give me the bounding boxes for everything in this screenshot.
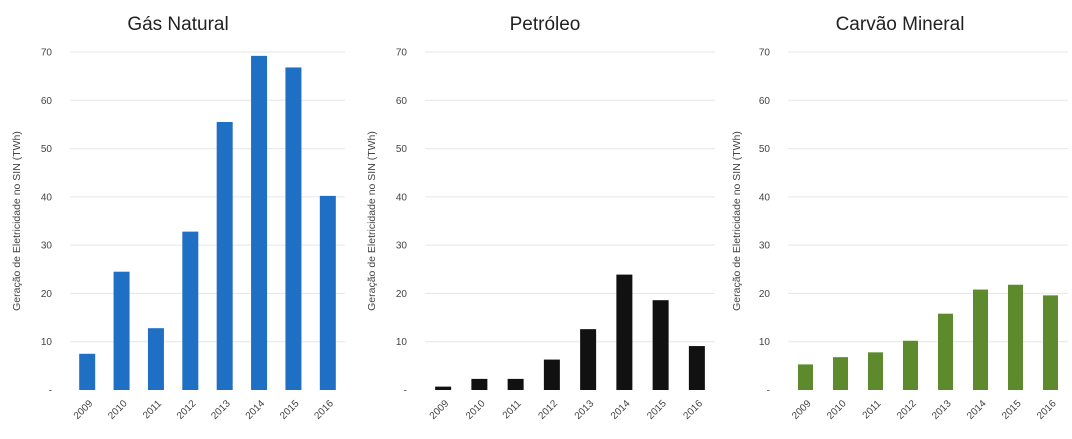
bar-chart-gas-natural: - 10 20 30 40 50 60 70 Geração de Eletricidade n… bbox=[11, 48, 345, 422]
x-tick-label: 2011 bbox=[141, 398, 164, 421]
y-tick-label: - bbox=[49, 386, 52, 397]
bar-2011 bbox=[147, 328, 164, 390]
bar-2010 bbox=[833, 357, 848, 390]
bar-2015 bbox=[652, 300, 669, 390]
bar-2009 bbox=[798, 364, 813, 390]
y-axis-label: Geração de Eletricidade no SIN (TWh) bbox=[731, 131, 743, 311]
y-tick-label: 10 bbox=[41, 337, 53, 348]
x-tick-label: 2015 bbox=[1000, 398, 1024, 422]
x-tick-label: 2010 bbox=[106, 398, 130, 422]
bar-2009 bbox=[435, 386, 452, 390]
chart-panel-carvao-mineral: Carvão Mineral - 10 20 30 40 50 60 70 Geração de… bbox=[730, 0, 1072, 439]
x-tick-label: 2011 bbox=[501, 398, 524, 421]
y-tick-label: 10 bbox=[396, 337, 408, 348]
y-tick-label: 60 bbox=[396, 96, 408, 107]
y-tick-label: - bbox=[767, 386, 770, 397]
y-tick-label: 70 bbox=[396, 48, 408, 59]
bar-2011 bbox=[868, 352, 883, 390]
chart-panel-petroleo: Petróleo - 10 20 30 40 50 60 70 Geração de Eletr… bbox=[360, 0, 730, 439]
bar-2014 bbox=[616, 274, 633, 390]
y-axis-label: Geração de Eletricidade no SIN (TWh) bbox=[11, 131, 23, 311]
bar-2010 bbox=[113, 271, 130, 390]
x-tick-label: 2009 bbox=[72, 398, 96, 422]
y-tick-label: 10 bbox=[759, 337, 771, 348]
y-tick-label: 20 bbox=[759, 289, 771, 300]
bar-2014 bbox=[973, 289, 988, 390]
chart-panel-gas-natural: Gás Natural - 10 20 30 40 50 60 70 Geração de El… bbox=[0, 0, 360, 439]
x-tick-label: 2012 bbox=[895, 398, 919, 422]
x-tick-label: 2011 bbox=[861, 398, 884, 421]
bar-2015 bbox=[1008, 284, 1023, 390]
chart-title: Petróleo bbox=[509, 14, 581, 35]
x-tick-label: 2013 bbox=[209, 398, 233, 422]
y-tick-label: 50 bbox=[41, 144, 53, 155]
x-tick-label: 2013 bbox=[930, 398, 954, 422]
y-tick-label: 30 bbox=[759, 241, 771, 252]
bar-2016 bbox=[319, 195, 336, 390]
y-tick-label: 50 bbox=[396, 144, 408, 155]
x-tick-label: 2016 bbox=[1035, 398, 1059, 422]
x-tick-label: 2014 bbox=[609, 398, 633, 422]
x-tick-label: 2010 bbox=[825, 398, 849, 422]
bar-chart-carvao-mineral: - 10 20 30 40 50 60 70 Geração de Eletricidade n… bbox=[731, 48, 1068, 422]
x-tick-label: 2009 bbox=[428, 398, 452, 422]
bar-2013 bbox=[938, 313, 953, 390]
bar-chart-petroleo: - 10 20 30 40 50 60 70 Geração de Eletricidade n… bbox=[366, 48, 715, 422]
y-tick-label: 40 bbox=[759, 192, 771, 203]
x-tick-label: 2014 bbox=[244, 398, 268, 422]
bar-2016 bbox=[688, 346, 705, 390]
x-tick-label: 2010 bbox=[464, 398, 488, 422]
y-tick-label: 20 bbox=[41, 289, 53, 300]
y-tick-label: 70 bbox=[759, 48, 771, 59]
x-tick-label: 2016 bbox=[681, 398, 705, 422]
y-tick-label: 40 bbox=[396, 192, 408, 203]
bar-2015 bbox=[285, 67, 302, 391]
y-tick-label: 20 bbox=[396, 289, 408, 300]
bar-2012 bbox=[182, 231, 199, 390]
chart-title: Carvão Mineral bbox=[835, 14, 965, 35]
bar-2013 bbox=[216, 122, 233, 390]
bar-2010 bbox=[471, 378, 488, 390]
bar-2009 bbox=[79, 353, 96, 390]
bar-2016 bbox=[1043, 295, 1058, 390]
bar-2012 bbox=[903, 340, 918, 390]
y-axis-label: Geração de Eletricidade no SIN (TWh) bbox=[366, 131, 378, 311]
chart-title: Gás Natural bbox=[127, 14, 229, 35]
x-tick-label: 2013 bbox=[573, 398, 597, 422]
bar-2013 bbox=[580, 329, 597, 390]
y-tick-label: 30 bbox=[396, 241, 408, 252]
x-tick-label: 2012 bbox=[175, 398, 199, 422]
x-tick-label: 2015 bbox=[278, 398, 302, 422]
y-tick-label: 60 bbox=[759, 96, 771, 107]
y-tick-label: 60 bbox=[41, 96, 53, 107]
y-tick-label: 70 bbox=[41, 48, 53, 59]
bar-2012 bbox=[543, 359, 560, 390]
y-tick-label: 30 bbox=[41, 241, 53, 252]
x-tick-label: 2016 bbox=[312, 398, 336, 422]
x-tick-label: 2014 bbox=[965, 398, 989, 422]
y-tick-label: 40 bbox=[41, 192, 53, 203]
x-tick-label: 2015 bbox=[645, 398, 669, 422]
bar-2011 bbox=[507, 378, 524, 390]
x-tick-label: 2009 bbox=[790, 398, 814, 422]
x-tick-label: 2012 bbox=[536, 398, 560, 422]
y-tick-label: 50 bbox=[759, 144, 771, 155]
y-tick-label: - bbox=[404, 386, 407, 397]
bar-2014 bbox=[251, 55, 268, 391]
